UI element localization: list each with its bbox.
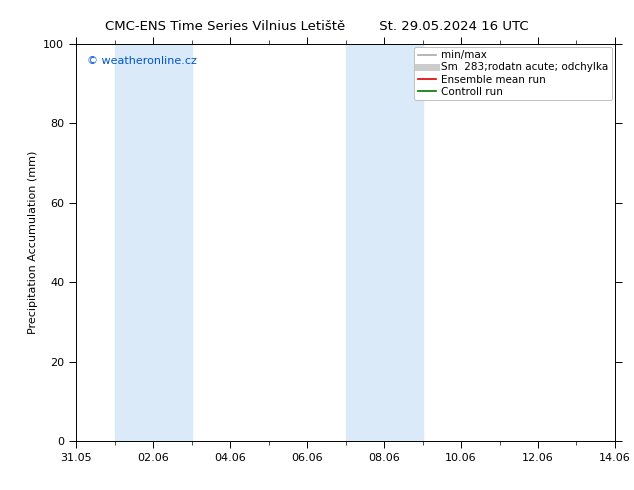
Legend: min/max, Sm  283;rodatn acute; odchylka, Ensemble mean run, Controll run: min/max, Sm 283;rodatn acute; odchylka, … [415,47,612,100]
Bar [115,44,191,441]
Y-axis label: Precipitation Accumulation (mm): Precipitation Accumulation (mm) [28,151,37,334]
Bar [346,44,422,441]
Text: © weatheronline.cz: © weatheronline.cz [87,56,197,66]
Text: CMC-ENS Time Series Vilnius Letiště        St. 29.05.2024 16 UTC: CMC-ENS Time Series Vilnius Letiště St. … [105,20,529,33]
